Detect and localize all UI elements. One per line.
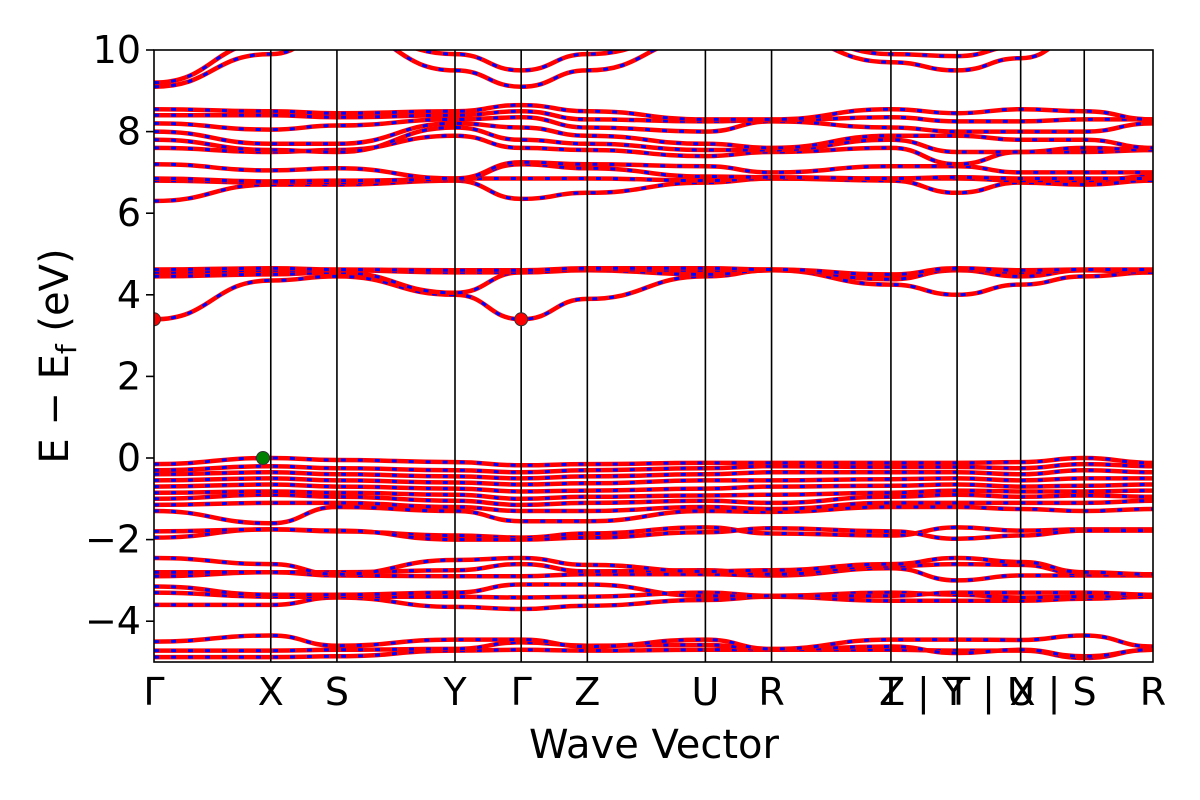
x-tick-label: Γ xyxy=(511,670,532,714)
band-24-spin-down xyxy=(154,176,1153,203)
band-19-spin-down xyxy=(154,456,1153,467)
y-axis-label-subscript: f xyxy=(50,343,83,354)
band-34-spin-up xyxy=(154,50,1051,89)
x-tick-label: Y xyxy=(442,670,467,714)
band-20-spin-up xyxy=(154,268,1153,322)
kpath-boundary-lines xyxy=(269,50,1086,662)
x-tick-label: R xyxy=(758,670,784,714)
band-1-spin-down xyxy=(154,640,1153,658)
x-tick-label: T xyxy=(878,670,903,714)
x-tick-label: Z xyxy=(574,670,600,714)
y-tick-label: 4 xyxy=(117,273,141,317)
y-axis-label-main: E − E xyxy=(32,354,78,464)
y-tick-label: 6 xyxy=(117,191,141,235)
y-axis-label: E − Ef (eV) xyxy=(32,248,83,463)
x-axis-label: Wave Vector xyxy=(529,722,780,768)
extremum-point-2 xyxy=(255,451,270,465)
x-tick-label: S xyxy=(325,670,349,714)
plot-frame xyxy=(153,49,1154,663)
x-tick-label: Γ xyxy=(143,670,164,714)
extremum-point-0 xyxy=(154,312,161,327)
band-5-spin-up xyxy=(154,582,1153,599)
y-tick-label: 2 xyxy=(117,354,141,398)
y-axis-label-unit: (eV) xyxy=(32,248,78,344)
band-35-spin-up xyxy=(154,50,1002,85)
band-3-spin-down xyxy=(154,595,1153,611)
band-8-spin-down xyxy=(154,556,1153,576)
x-tick-label: X xyxy=(258,670,284,714)
y-tick-label: −4 xyxy=(85,599,141,643)
band-27-spin-up xyxy=(154,159,1153,181)
band-30-spin-up xyxy=(154,121,1153,151)
y-tick-label: 0 xyxy=(117,436,141,480)
band-23-spin-down xyxy=(154,266,1153,276)
extremum-point-1 xyxy=(514,312,529,327)
x-tick-label: R xyxy=(1140,670,1166,714)
band-31-spin-down xyxy=(154,115,1153,134)
x-tick-label: U xyxy=(691,670,719,714)
y-tick-label: 8 xyxy=(117,110,141,154)
y-tick-label: 10 xyxy=(93,28,141,72)
y-tick-label: −2 xyxy=(85,518,141,562)
highlight-points xyxy=(154,312,529,465)
band-11-spin-up xyxy=(154,504,1153,526)
x-tick-label: Z | Y xyxy=(879,670,966,715)
band-19-spin-up xyxy=(154,455,1153,468)
band-12-spin-down xyxy=(154,499,1153,513)
y-axis-ticks: −4 −2 0 2 4 6 8 10 xyxy=(85,28,154,643)
band-35-spin-down xyxy=(154,50,998,85)
band-9-spin-down xyxy=(154,525,1153,540)
band-29-spin-down xyxy=(154,125,1153,154)
band-lines xyxy=(154,50,1153,661)
band-2-spin-up xyxy=(154,633,1153,652)
x-tick-label: X | S xyxy=(1010,670,1097,715)
x-tick-label: T | U xyxy=(946,670,1035,715)
